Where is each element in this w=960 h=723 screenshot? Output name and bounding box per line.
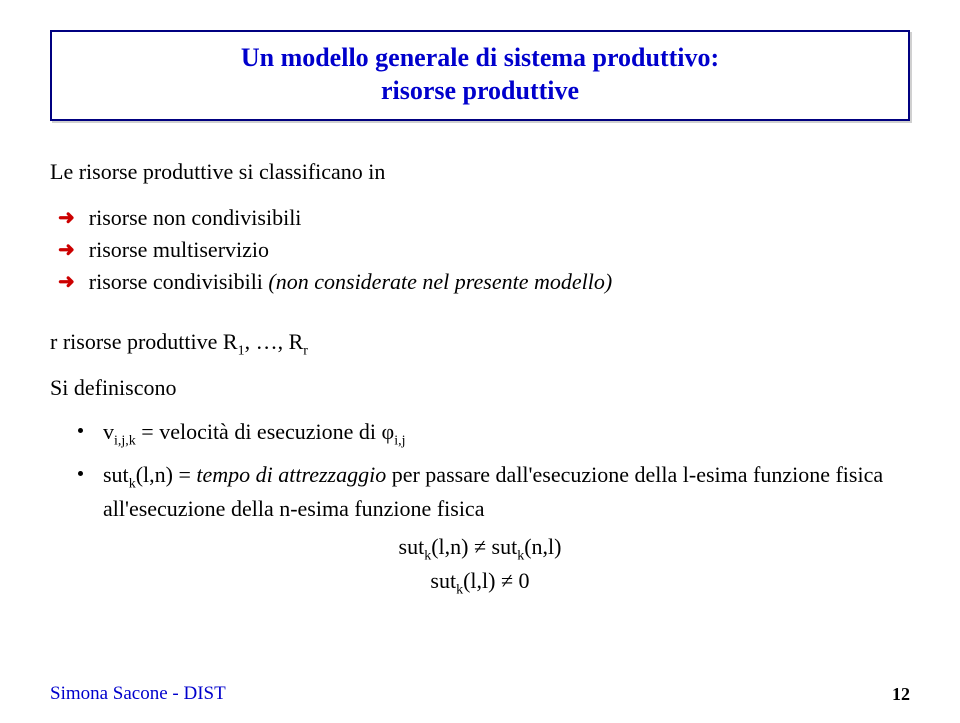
footer: Simona Sacone - DIST 12 xyxy=(50,683,910,705)
bullet-dot-icon xyxy=(78,471,83,476)
equation-block: sutk(l,n) ≠ sutk(n,l) sutk(l,l) ≠ 0 xyxy=(50,534,910,599)
definition-text: vi,j,k = velocità di esecuzione di φi,j xyxy=(103,417,406,451)
bullet-item: ➜ risorse multiservizio xyxy=(58,237,910,263)
equation-line: sutk(l,l) ≠ 0 xyxy=(50,568,910,598)
bullet-item: ➜ risorse condivisibili (non considerate… xyxy=(58,269,910,295)
definition-text: sutk(l,n) = tempo di attrezzaggio per pa… xyxy=(103,460,910,524)
title-line1: Un modello generale di sistema produttiv… xyxy=(72,42,888,75)
definition-item: vi,j,k = velocità di esecuzione di φi,j xyxy=(78,417,910,451)
subscript: k xyxy=(129,476,136,491)
eq-part: sut xyxy=(399,534,425,559)
bullet-text: risorse non condivisibili xyxy=(89,205,302,231)
var: sut xyxy=(103,462,129,487)
equation-line: sutk(l,n) ≠ sutk(n,l) xyxy=(50,534,910,564)
footer-author: Simona Sacone - DIST xyxy=(50,683,226,705)
subscript: i,j,k xyxy=(114,434,136,449)
bullet-dot-icon xyxy=(78,428,83,433)
eq-part: (n,l) xyxy=(524,534,561,559)
bullet-italic: (non considerate nel presente modello) xyxy=(268,269,612,294)
eq-part: (l,n) ≠ sut xyxy=(431,534,517,559)
def-italic: tempo di attrezzaggio xyxy=(196,462,386,487)
bullet-text: risorse multiservizio xyxy=(89,237,269,263)
bullet-text: risorse condivisibili (non considerate n… xyxy=(89,269,612,295)
bullet-label: risorse multiservizio xyxy=(89,237,269,262)
bullet-item: ➜ risorse non condivisibili xyxy=(58,205,910,231)
bullet-label: risorse condivisibili xyxy=(89,269,269,294)
si-definiscono: Si definiscono xyxy=(50,375,910,401)
def-heading-part: r risorse produttive R xyxy=(50,329,238,354)
bullet-label: risorse non condivisibili xyxy=(89,205,302,230)
bullet-list: ➜ risorse non condivisibili ➜ risorse mu… xyxy=(58,205,910,295)
definition-list: vi,j,k = velocità di esecuzione di φi,j … xyxy=(78,417,910,523)
def-heading: r risorse produttive R1, …, Rr xyxy=(50,329,910,359)
def-heading-part: , …, R xyxy=(245,329,304,354)
subscript: i,j xyxy=(394,434,405,449)
eq-part: sut xyxy=(430,568,456,593)
def-args: (l,n) = xyxy=(136,462,197,487)
arrow-icon: ➜ xyxy=(58,208,75,228)
subscript: r xyxy=(303,343,308,358)
subscript: 1 xyxy=(238,343,245,358)
title-box: Un modello generale di sistema produttiv… xyxy=(50,30,910,121)
definition-item: sutk(l,n) = tempo di attrezzaggio per pa… xyxy=(78,460,910,524)
def-tail: = velocità di esecuzione di φ xyxy=(136,419,394,444)
intro-text: Le risorse produttive si classificano in xyxy=(50,159,910,185)
arrow-icon: ➜ xyxy=(58,272,75,292)
page-number: 12 xyxy=(892,684,910,705)
arrow-icon: ➜ xyxy=(58,240,75,260)
title-line2: risorse produttive xyxy=(72,75,888,108)
eq-part: (l,l) ≠ 0 xyxy=(463,568,529,593)
var: v xyxy=(103,419,114,444)
